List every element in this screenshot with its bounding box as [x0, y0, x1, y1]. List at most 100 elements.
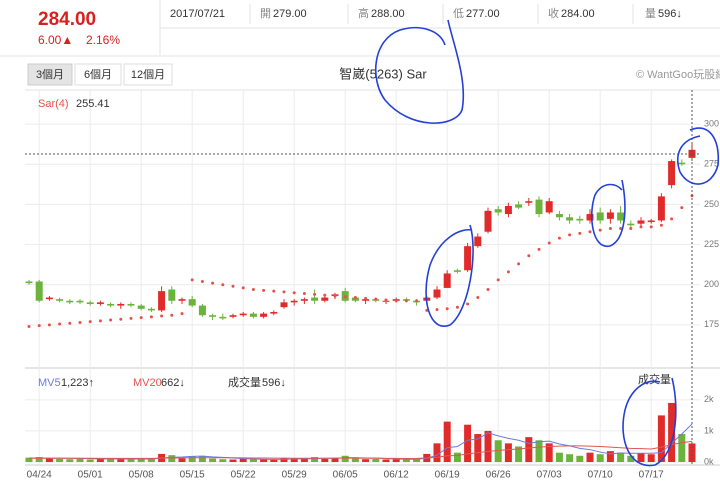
volume-bar — [668, 402, 676, 462]
candle-body — [56, 299, 64, 301]
candle-body — [464, 246, 472, 271]
sar-dot — [180, 312, 184, 316]
volume-bar — [137, 459, 145, 462]
candle-body — [25, 281, 33, 284]
volume-bar — [647, 454, 655, 462]
sar-dot — [680, 206, 684, 210]
y-tick-label: 200 — [704, 279, 719, 289]
sar-dot — [129, 316, 133, 320]
sar-dot — [323, 293, 327, 297]
legend-value: 255.41 — [76, 98, 110, 110]
volume-bar — [382, 459, 390, 462]
x-tick-label: 05/22 — [231, 470, 256, 481]
x-tick-label: 05/15 — [180, 470, 205, 481]
candle-body — [606, 212, 614, 219]
sar-dot — [517, 262, 521, 266]
sar-dot — [537, 247, 541, 251]
change-pct: 2.16% — [86, 33, 120, 47]
sar-dot — [292, 291, 296, 295]
x-tick-label: 07/17 — [639, 470, 664, 481]
tab[interactable] — [123, 63, 173, 86]
legend-value: 662↓ — [161, 377, 185, 389]
tab-label[interactable]: 6個月 — [84, 68, 112, 81]
volume-bar — [474, 434, 482, 462]
sar-dot — [506, 270, 510, 274]
volume-bar — [117, 459, 125, 462]
candle-body — [525, 201, 533, 203]
candle-body — [45, 297, 53, 300]
sar-dot — [435, 308, 439, 312]
candle-body — [678, 162, 686, 165]
sar-dot — [78, 320, 82, 324]
x-tick-label: 06/12 — [384, 470, 409, 481]
tab-label[interactable]: 12個月 — [131, 68, 165, 81]
tab[interactable] — [27, 63, 73, 86]
watermark: © WantGoo玩股網 — [636, 67, 720, 81]
tab-label[interactable]: 3個月 — [36, 68, 64, 81]
candle-body — [433, 289, 441, 298]
sar-dot — [221, 283, 225, 287]
sar-dot — [374, 297, 378, 301]
volume-bar — [586, 452, 594, 462]
volume-bar — [351, 458, 359, 462]
legend-value: 1,223↑ — [61, 377, 94, 389]
hand-circle — [374, 19, 465, 124]
candle-body — [76, 300, 84, 303]
volume-bar — [290, 458, 298, 462]
candle-body — [566, 217, 574, 221]
x-tick-label: 04/24 — [27, 470, 52, 481]
volume-bar — [198, 455, 206, 462]
sar-dot — [455, 305, 459, 309]
sar-dot — [149, 315, 153, 319]
sar-dot — [598, 228, 602, 232]
candle-body — [260, 313, 268, 317]
sar-dot — [619, 227, 623, 230]
sar-dot — [200, 279, 204, 283]
candle-body — [627, 223, 635, 226]
sar-dot — [313, 292, 317, 296]
candle-body — [280, 302, 288, 308]
candle-body — [545, 201, 553, 213]
candle-body — [555, 214, 563, 218]
open-label: 開 — [260, 7, 271, 20]
candle-body — [96, 302, 104, 304]
close-label: 收 — [548, 6, 559, 20]
volume-bar — [413, 459, 421, 462]
candle-body — [137, 305, 145, 309]
sar-dot — [333, 294, 337, 298]
chart-title: 智崴(5263) Sar — [339, 66, 427, 81]
sar-dot — [139, 316, 143, 320]
sar-dot — [353, 296, 357, 300]
volume-bar — [525, 437, 533, 462]
volume-bar — [627, 455, 635, 462]
sar-dot — [170, 313, 174, 317]
sar-dot — [639, 225, 643, 229]
volume-bar — [402, 459, 410, 462]
volume-bar — [35, 457, 43, 462]
y-tick-label: 300 — [704, 118, 719, 128]
sar-dot — [58, 322, 62, 326]
volume-bar — [464, 424, 472, 462]
sar-dot — [629, 227, 633, 230]
volume-label: 量 — [645, 7, 656, 20]
volume-bar — [25, 457, 33, 462]
volume-bar — [229, 459, 237, 462]
sar-dot — [251, 288, 255, 292]
y-tick-label: 175 — [704, 319, 719, 329]
candle-body — [596, 212, 604, 221]
volume-bar — [188, 456, 196, 462]
candle-body — [127, 303, 135, 306]
x-tick-label: 07/03 — [537, 470, 562, 481]
sar-dot — [160, 314, 164, 318]
candle-body — [35, 281, 43, 301]
volume-bar — [66, 459, 74, 462]
volume-bar — [96, 458, 104, 462]
tab[interactable] — [74, 63, 122, 86]
volume-bar — [637, 453, 645, 462]
candle-body — [66, 300, 74, 303]
candle-body — [586, 214, 594, 221]
volume-bar — [362, 459, 370, 462]
volume-bar — [545, 443, 553, 462]
y-tick-label: 2k — [704, 394, 714, 404]
sar-dot — [343, 295, 347, 299]
